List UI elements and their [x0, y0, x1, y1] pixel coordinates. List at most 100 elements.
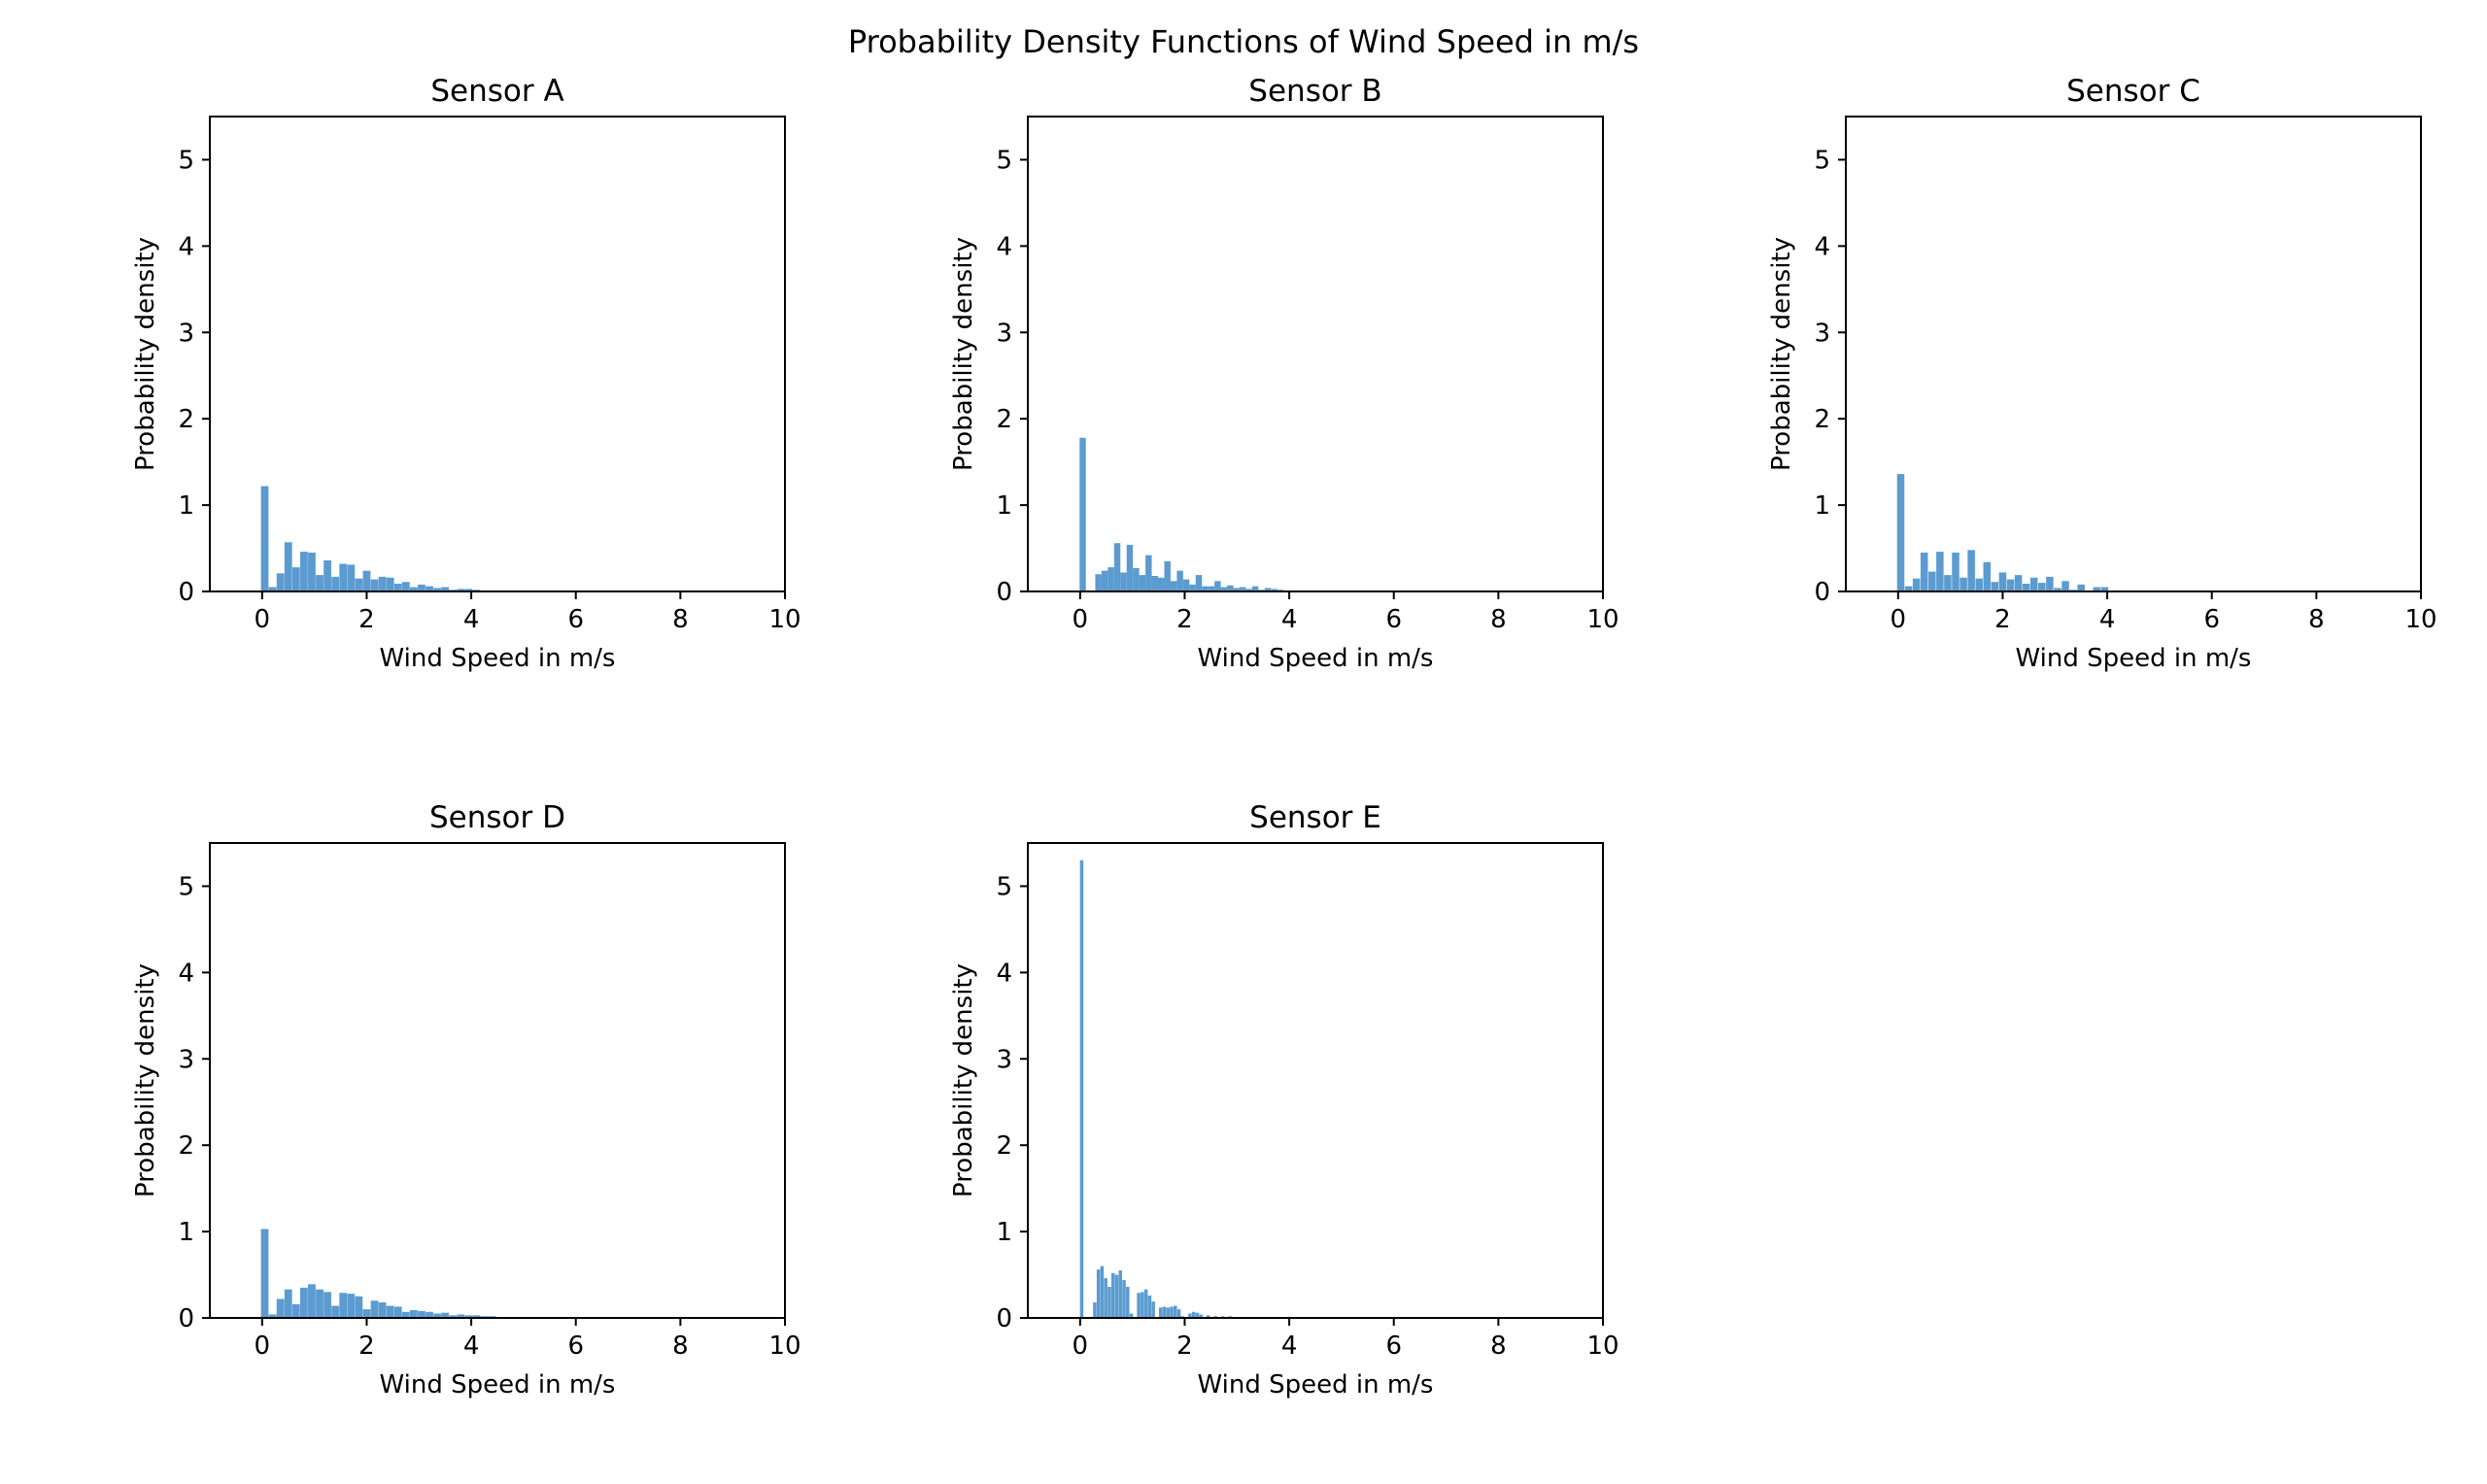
- bar: [355, 1296, 363, 1318]
- bar: [347, 1294, 356, 1318]
- x-tick-label: 10: [768, 1332, 801, 1361]
- x-tick-label: 0: [1073, 1332, 1089, 1361]
- bar: [1176, 570, 1183, 591]
- x-tick-label: 10: [1586, 605, 1618, 634]
- bar: [1162, 1306, 1167, 1318]
- y-axis-label: Probability density: [949, 963, 978, 1197]
- y-axis-label: Probability density: [131, 963, 160, 1197]
- bar: [433, 588, 442, 591]
- subplot-title: Sensor C: [2066, 74, 2200, 109]
- y-tick-label: 1: [996, 491, 1012, 521]
- subplot-title: Sensor B: [1248, 74, 1381, 109]
- axes-frame: [209, 116, 786, 592]
- bar: [1176, 1309, 1181, 1318]
- bar: [1126, 1286, 1130, 1318]
- subplot-title: Sensor A: [430, 74, 563, 109]
- bar: [449, 1315, 458, 1318]
- bar: [1079, 437, 1086, 591]
- bar: [1122, 1279, 1126, 1318]
- bar: [260, 1229, 269, 1318]
- x-tick-label: 2: [1994, 605, 2011, 634]
- subplot-title: Sensor D: [429, 800, 565, 835]
- x-tick-label: 4: [1281, 1332, 1298, 1361]
- bar: [1114, 1274, 1119, 1318]
- y-tick-label: 1: [178, 1218, 194, 1247]
- bar: [1113, 543, 1121, 591]
- bar: [331, 1305, 340, 1318]
- bar: [464, 589, 473, 591]
- axes-frame: [1027, 116, 1604, 592]
- x-axis-label: Wind Speed in m/s: [1198, 1370, 1434, 1400]
- x-tick-label: 2: [1176, 1332, 1193, 1361]
- y-tick-label: 3: [1814, 319, 1830, 348]
- y-tick-label: 4: [1814, 232, 1830, 261]
- bar: [362, 1309, 371, 1318]
- bar: [1182, 579, 1190, 591]
- bar: [457, 589, 465, 591]
- figure-title: Probability Density Functions of Wind Sp…: [847, 23, 1640, 60]
- y-tick-label: 4: [178, 959, 194, 988]
- y-tick-label: 0: [996, 1304, 1012, 1333]
- bar: [370, 1300, 379, 1318]
- bar: [2061, 581, 2069, 591]
- y-tick-label: 2: [1814, 405, 1830, 434]
- bar: [339, 563, 348, 591]
- y-axis-label: Probability density: [131, 237, 160, 471]
- bar: [1143, 1289, 1148, 1318]
- bar: [299, 1287, 308, 1318]
- x-tick-label: 2: [1176, 605, 1193, 634]
- bar: [409, 587, 418, 591]
- x-tick-label: 6: [1385, 605, 1402, 634]
- y-tick-label: 5: [996, 146, 1012, 175]
- bar: [1095, 574, 1102, 591]
- bar: [1137, 1293, 1141, 1318]
- bar: [339, 1293, 348, 1318]
- subplot-e: 0 2 4 6 8 10 0 1 2 3 4 5 Sensor E Wind Speed in m/s Pr…: [949, 800, 1619, 1400]
- bar: [1104, 1278, 1107, 1318]
- x-tick-label: 8: [672, 1332, 689, 1361]
- bar: [2054, 588, 2061, 591]
- bar: [276, 573, 285, 591]
- x-tick-label: 8: [672, 605, 689, 634]
- bar: [1195, 1312, 1200, 1318]
- y-tick-label: 1: [178, 491, 194, 521]
- subplot-title: Sensor E: [1249, 800, 1381, 835]
- subplot-c: 0 2 4 6 8 10 0 1 2 3 4 5 Sensor C Wind Speed in m/s Pr…: [1767, 74, 2437, 673]
- bar: [1928, 571, 1936, 591]
- bar: [362, 570, 371, 591]
- y-tick-label: 3: [178, 1045, 194, 1074]
- bar: [2077, 584, 2085, 591]
- bar: [1191, 1311, 1196, 1318]
- bar: [2014, 575, 2023, 591]
- bar: [1975, 578, 1983, 591]
- x-tick-label: 6: [2203, 605, 2220, 634]
- bar: [1120, 572, 1127, 591]
- bar: [441, 587, 450, 591]
- x-tick-label: 4: [463, 1332, 480, 1361]
- y-tick-label: 5: [178, 872, 194, 901]
- y-tick-label: 0: [178, 1304, 194, 1333]
- bar: [299, 552, 308, 591]
- bar: [433, 1313, 442, 1318]
- x-tick-label: 10: [1586, 1332, 1618, 1361]
- y-tick-label: 2: [178, 1131, 194, 1161]
- bar: [401, 1311, 410, 1318]
- y-tick-label: 3: [178, 319, 194, 348]
- bar: [1079, 860, 1084, 1318]
- y-tick-label: 3: [996, 1045, 1012, 1074]
- x-tick-label: 4: [1281, 605, 1298, 634]
- y-tick-label: 2: [178, 405, 194, 434]
- bar: [331, 576, 340, 591]
- y-tick-label: 4: [996, 959, 1012, 988]
- bar: [457, 1314, 465, 1318]
- x-axis-label: Wind Speed in m/s: [2016, 644, 2252, 673]
- bar: [1107, 1286, 1111, 1318]
- bar: [378, 576, 387, 591]
- bar: [1904, 586, 1913, 591]
- bar: [2100, 587, 2109, 591]
- bar: [284, 1289, 292, 1318]
- bar: [1896, 474, 1905, 591]
- bar: [1158, 577, 1165, 591]
- bar: [1195, 575, 1203, 591]
- bar: [426, 1311, 433, 1318]
